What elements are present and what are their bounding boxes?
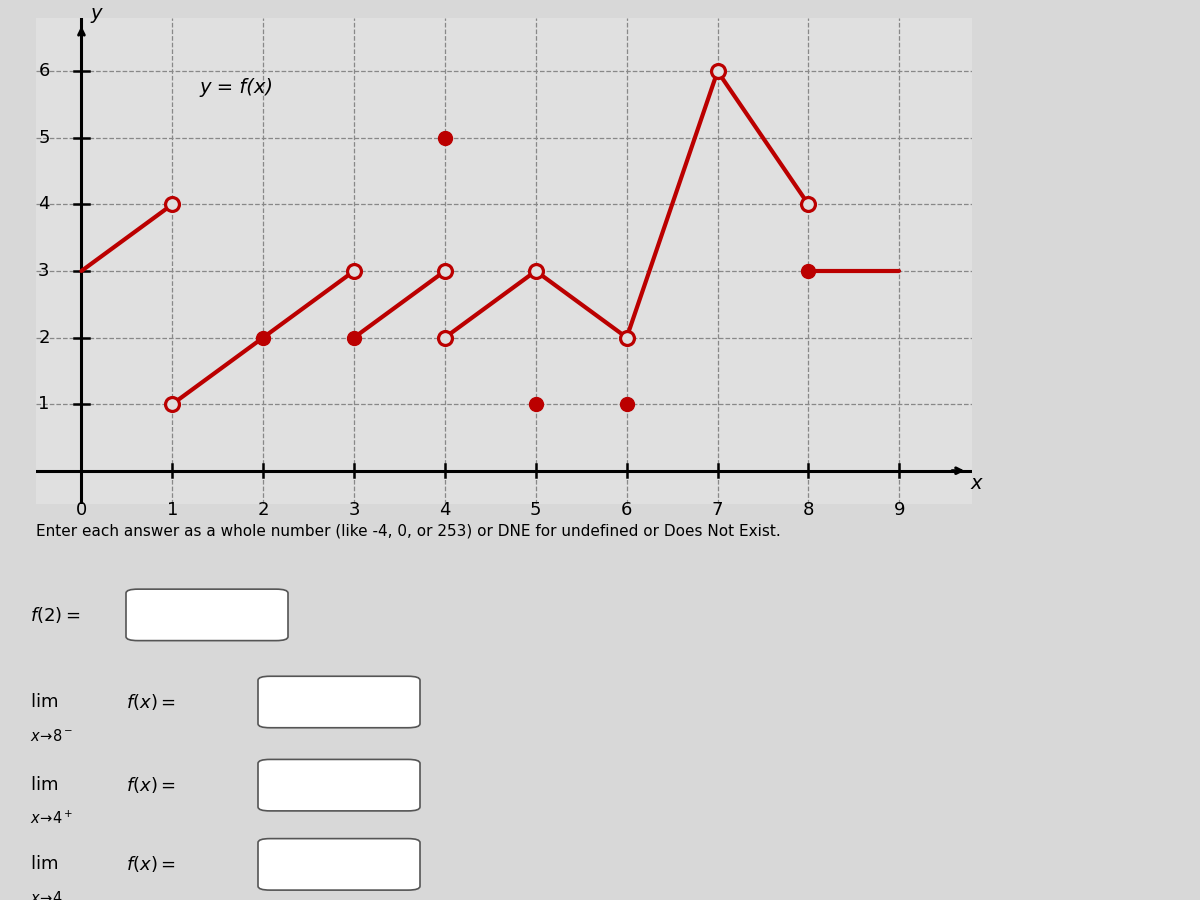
FancyBboxPatch shape [258, 676, 420, 728]
Text: 5: 5 [38, 129, 49, 147]
FancyBboxPatch shape [258, 760, 420, 811]
Text: 3: 3 [348, 500, 360, 518]
Text: $\lim$: $\lim$ [30, 776, 58, 794]
Text: 5: 5 [530, 500, 541, 518]
Text: $x \!\rightarrow\! 4^+$: $x \!\rightarrow\! 4^+$ [30, 810, 73, 827]
Text: $\lim$: $\lim$ [30, 693, 58, 711]
FancyBboxPatch shape [126, 590, 288, 641]
Text: 6: 6 [38, 62, 49, 80]
FancyBboxPatch shape [258, 839, 420, 890]
Text: $x \!\rightarrow\! 4$: $x \!\rightarrow\! 4$ [30, 890, 62, 900]
Text: 4: 4 [439, 500, 451, 518]
Text: 3: 3 [38, 262, 49, 280]
Text: $f(x) =$: $f(x) =$ [126, 692, 175, 712]
Text: 8: 8 [803, 500, 814, 518]
Text: $\lim$: $\lim$ [30, 855, 58, 873]
Text: y = f(x): y = f(x) [199, 78, 274, 97]
Text: 7: 7 [712, 500, 724, 518]
Text: y: y [90, 4, 102, 23]
Text: $x \!\rightarrow\! 8^-$: $x \!\rightarrow\! 8^-$ [30, 728, 73, 743]
Text: 6: 6 [620, 500, 632, 518]
Text: 0: 0 [76, 500, 88, 518]
Text: x: x [970, 474, 982, 493]
Text: Enter each answer as a whole number (like -4, 0, or 253) or DNE for undefined or: Enter each answer as a whole number (lik… [36, 524, 781, 539]
Text: $f(2) =$: $f(2) =$ [30, 605, 80, 625]
Text: 4: 4 [38, 195, 49, 213]
Text: 1: 1 [167, 500, 178, 518]
Text: 1: 1 [38, 395, 49, 413]
Text: 9: 9 [894, 500, 905, 518]
Text: $f(x) =$: $f(x) =$ [126, 854, 175, 875]
Text: $f(x) =$: $f(x) =$ [126, 775, 175, 796]
Text: 2: 2 [258, 500, 269, 518]
Text: 2: 2 [38, 328, 49, 346]
